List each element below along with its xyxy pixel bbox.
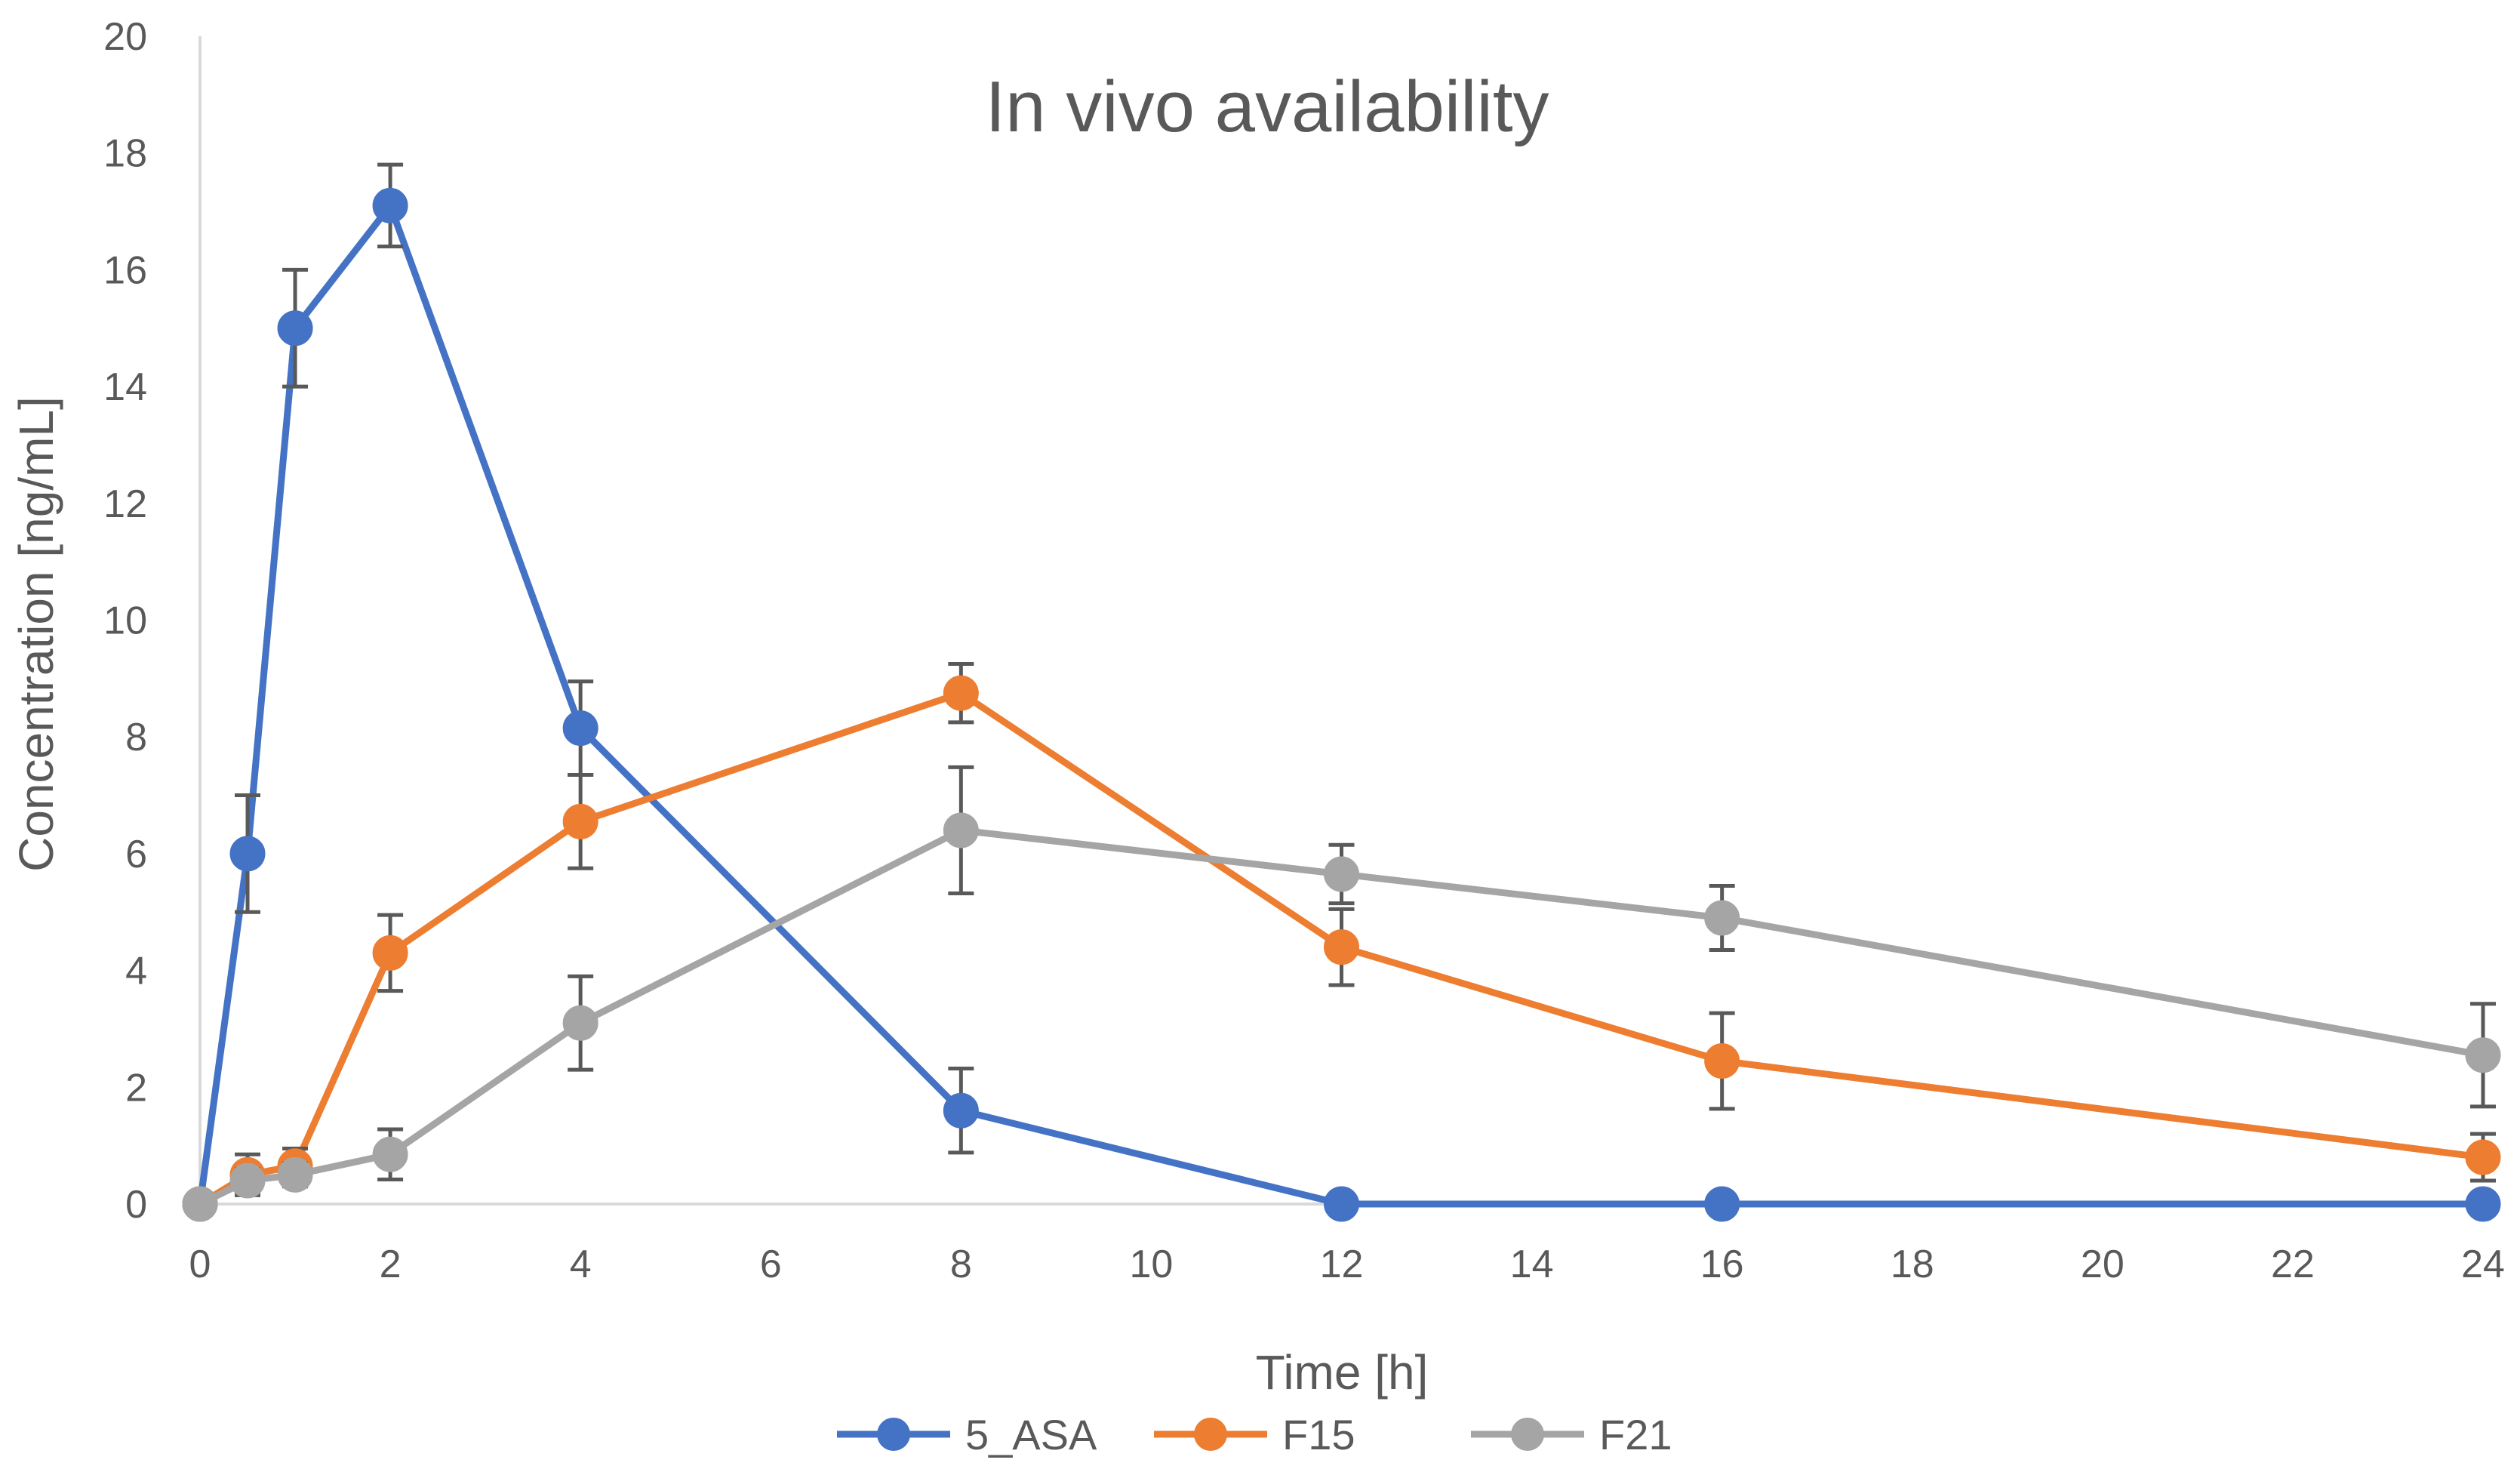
x-tick-label: 6 — [760, 1243, 782, 1286]
data-point — [1704, 1186, 1740, 1222]
data-point — [229, 836, 266, 872]
y-tick-label: 8 — [125, 716, 147, 759]
legend-swatch-marker — [1511, 1418, 1544, 1451]
y-tick-label: 6 — [125, 833, 147, 876]
data-point — [2465, 1186, 2501, 1222]
y-tick-label: 20 — [103, 15, 147, 59]
x-tick-label: 12 — [1320, 1243, 1364, 1286]
legend-swatch-marker — [877, 1418, 910, 1451]
data-point — [229, 1163, 266, 1199]
y-axis-title: Concentration [ng/mL] — [9, 396, 63, 872]
legend-item-5-asa: 5_ASA — [837, 1411, 1097, 1458]
y-tick-label: 4 — [125, 950, 147, 993]
y-tick-label: 12 — [103, 482, 147, 526]
y-tick-label: 14 — [103, 365, 147, 409]
data-point — [182, 1186, 218, 1222]
legend-label: 5_ASA — [965, 1411, 1097, 1458]
x-tick-label: 24 — [2461, 1243, 2505, 1286]
x-tick-label: 0 — [189, 1243, 211, 1286]
legend-item-f21: F21 — [1471, 1411, 1672, 1458]
y-tick-label: 16 — [103, 248, 147, 292]
legend-label: F21 — [1599, 1411, 1672, 1458]
chart-title: In vivo availability — [986, 66, 1549, 147]
data-point — [277, 310, 313, 346]
y-tick-label: 18 — [103, 132, 147, 176]
y-tick-label: 2 — [125, 1066, 147, 1110]
data-point — [1704, 900, 1740, 936]
x-tick-label: 14 — [1510, 1243, 1554, 1286]
series-5-asa — [182, 162, 2501, 1222]
data-point — [372, 187, 408, 223]
x-tick-label: 4 — [570, 1243, 592, 1286]
series-f21 — [182, 765, 2501, 1222]
x-tick-label: 2 — [380, 1243, 402, 1286]
data-point — [562, 803, 598, 839]
series-line-5-asa — [196, 202, 2487, 1208]
legend-swatch-marker — [1194, 1418, 1227, 1451]
data-point — [562, 1005, 598, 1041]
y-tick-label: 0 — [125, 1183, 147, 1227]
data-point — [943, 1092, 979, 1129]
data-point — [372, 1136, 408, 1172]
data-point — [562, 710, 598, 747]
x-tick-label: 18 — [1891, 1243, 1934, 1286]
x-tick-label: 10 — [1129, 1243, 1173, 1286]
x-tick-label: 20 — [2081, 1243, 2125, 1286]
data-point — [1704, 1042, 1740, 1079]
data-point — [943, 675, 979, 711]
data-point — [1324, 1186, 1359, 1222]
legend-label: F15 — [1282, 1411, 1355, 1458]
legend-item-f15: F15 — [1154, 1411, 1355, 1458]
data-point — [1324, 929, 1359, 965]
data-point — [372, 935, 408, 971]
data-point — [1324, 856, 1359, 892]
data-point — [277, 1156, 313, 1193]
x-tick-label: 22 — [2271, 1243, 2315, 1286]
series-f15 — [182, 662, 2501, 1222]
data-point — [943, 812, 979, 848]
y-tick-label: 10 — [103, 599, 147, 643]
x-axis-title: Time [h] — [1256, 1345, 1429, 1400]
x-tick-label: 8 — [950, 1243, 972, 1286]
x-tick-label: 16 — [1700, 1243, 1744, 1286]
data-point — [2465, 1037, 2501, 1073]
data-point — [2465, 1139, 2501, 1175]
